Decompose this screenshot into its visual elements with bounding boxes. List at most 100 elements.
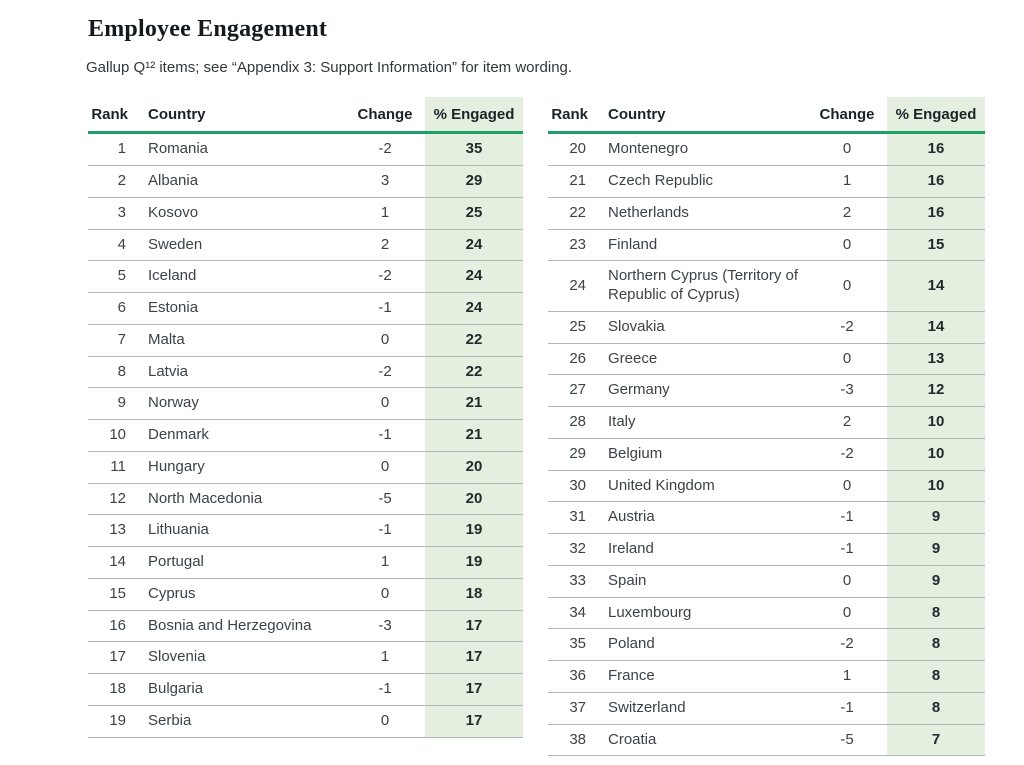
table-row: 16 Bosnia and Herzegovina -3 17	[88, 610, 523, 643]
engaged-cell: 20	[425, 483, 523, 516]
country-cell: Switzerland	[594, 692, 807, 725]
change-cell: -2	[345, 260, 425, 294]
table-row: 37 Switzerland -1 8	[548, 692, 985, 725]
change-cell: -2	[345, 356, 425, 389]
change-cell: 0	[807, 132, 887, 167]
country-cell: Bosnia and Herzegovina	[134, 610, 345, 643]
engaged-cell: 21	[425, 419, 523, 452]
country-cell: Slovakia	[594, 311, 807, 344]
table-row: 31 Austria -1 9	[548, 501, 985, 535]
column-header-engaged: % Engaged	[425, 97, 523, 135]
table-row: 5 Iceland -2 24	[88, 260, 523, 294]
table-row: 34 Luxembourg 0 8	[548, 597, 985, 630]
country-cell: Poland	[594, 628, 807, 662]
change-cell: -2	[807, 311, 887, 344]
page-title: Employee Engagement	[88, 16, 328, 42]
change-cell: 0	[345, 578, 425, 611]
engaged-cell: 24	[425, 292, 523, 325]
change-cell: -3	[807, 374, 887, 408]
table-row: 13 Lithuania -1 19	[88, 514, 523, 548]
column-header-change: Change	[807, 97, 887, 135]
rank-cell: 26	[548, 343, 594, 376]
change-cell: 3	[345, 165, 425, 198]
engagement-table-ranks-1-19: Rank Country Change % Engaged 1 Romania -2…	[88, 97, 523, 738]
table-row: 30 United Kingdom 0 10	[548, 470, 985, 503]
change-cell: 0	[807, 343, 887, 376]
rank-cell: 24	[548, 260, 594, 312]
column-header-change: Change	[345, 97, 425, 135]
engaged-cell: 15	[887, 229, 985, 262]
rank-cell: 12	[88, 483, 134, 516]
change-cell: 1	[345, 197, 425, 230]
table-row: 1 Romania -2 35	[88, 132, 523, 167]
table-row: 15 Cyprus 0 18	[88, 578, 523, 611]
change-cell: -1	[807, 533, 887, 566]
rank-cell: 32	[548, 533, 594, 566]
country-cell: Estonia	[134, 292, 345, 325]
change-cell: 0	[807, 597, 887, 630]
rank-cell: 3	[88, 197, 134, 230]
country-cell: United Kingdom	[594, 470, 807, 503]
change-cell: 0	[807, 229, 887, 262]
country-cell: Iceland	[134, 260, 345, 294]
rank-cell: 23	[548, 229, 594, 262]
table-row: 19 Serbia 0 17	[88, 705, 523, 738]
change-cell: -1	[345, 292, 425, 325]
rank-cell: 36	[548, 660, 594, 693]
engaged-cell: 9	[887, 533, 985, 566]
engaged-cell: 18	[425, 578, 523, 611]
change-cell: -1	[807, 692, 887, 725]
column-header-country: Country	[594, 97, 807, 135]
country-cell: Spain	[594, 565, 807, 598]
table-row: 24 Northern Cyprus (Territory of Republic…	[548, 260, 985, 312]
engaged-cell: 10	[887, 438, 985, 471]
country-cell: Luxembourg	[594, 597, 807, 630]
engaged-cell: 24	[425, 260, 523, 294]
engaged-cell: 7	[887, 724, 985, 757]
column-header-engaged: % Engaged	[887, 97, 985, 135]
engaged-cell: 8	[887, 597, 985, 630]
country-cell: Italy	[594, 406, 807, 439]
rank-cell: 18	[88, 673, 134, 706]
table-body: 1 Romania -2 35 2 Albania 3 29 3 Kosovo 1 25 4 Sweden…	[88, 132, 523, 738]
country-cell: Austria	[594, 501, 807, 535]
table-row: 17 Slovenia 1 17	[88, 641, 523, 675]
engaged-cell: 17	[425, 641, 523, 675]
engaged-cell: 17	[425, 705, 523, 738]
column-header-country: Country	[134, 97, 345, 135]
rank-cell: 31	[548, 501, 594, 535]
engaged-cell: 29	[425, 165, 523, 198]
change-cell: 0	[807, 565, 887, 598]
engaged-cell: 24	[425, 229, 523, 262]
engaged-cell: 20	[425, 451, 523, 484]
country-cell: Norway	[134, 387, 345, 421]
change-cell: -2	[807, 438, 887, 471]
engaged-cell: 9	[887, 565, 985, 598]
column-header-rank: Rank	[88, 97, 134, 135]
country-cell: Greece	[594, 343, 807, 376]
change-cell: 0	[807, 260, 887, 312]
change-cell: 1	[345, 546, 425, 579]
change-cell: -5	[807, 724, 887, 757]
change-cell: 2	[807, 406, 887, 439]
table-header: Rank Country Change % Engaged	[88, 97, 523, 135]
country-cell: Czech Republic	[594, 165, 807, 198]
rank-cell: 7	[88, 324, 134, 357]
table-row: 28 Italy 2 10	[548, 406, 985, 439]
rank-cell: 21	[548, 165, 594, 198]
change-cell: 0	[345, 705, 425, 738]
change-cell: 1	[345, 641, 425, 675]
rank-cell: 28	[548, 406, 594, 439]
country-cell: Finland	[594, 229, 807, 262]
rank-cell: 35	[548, 628, 594, 662]
rank-cell: 10	[88, 419, 134, 452]
engaged-cell: 8	[887, 628, 985, 662]
country-cell: Northern Cyprus (Territory of Republic o…	[594, 260, 807, 312]
change-cell: 1	[807, 165, 887, 198]
country-cell: Belgium	[594, 438, 807, 471]
rank-cell: 6	[88, 292, 134, 325]
change-cell: -2	[807, 628, 887, 662]
engaged-cell: 22	[425, 356, 523, 389]
table-row: 20 Montenegro 0 16	[548, 132, 985, 167]
